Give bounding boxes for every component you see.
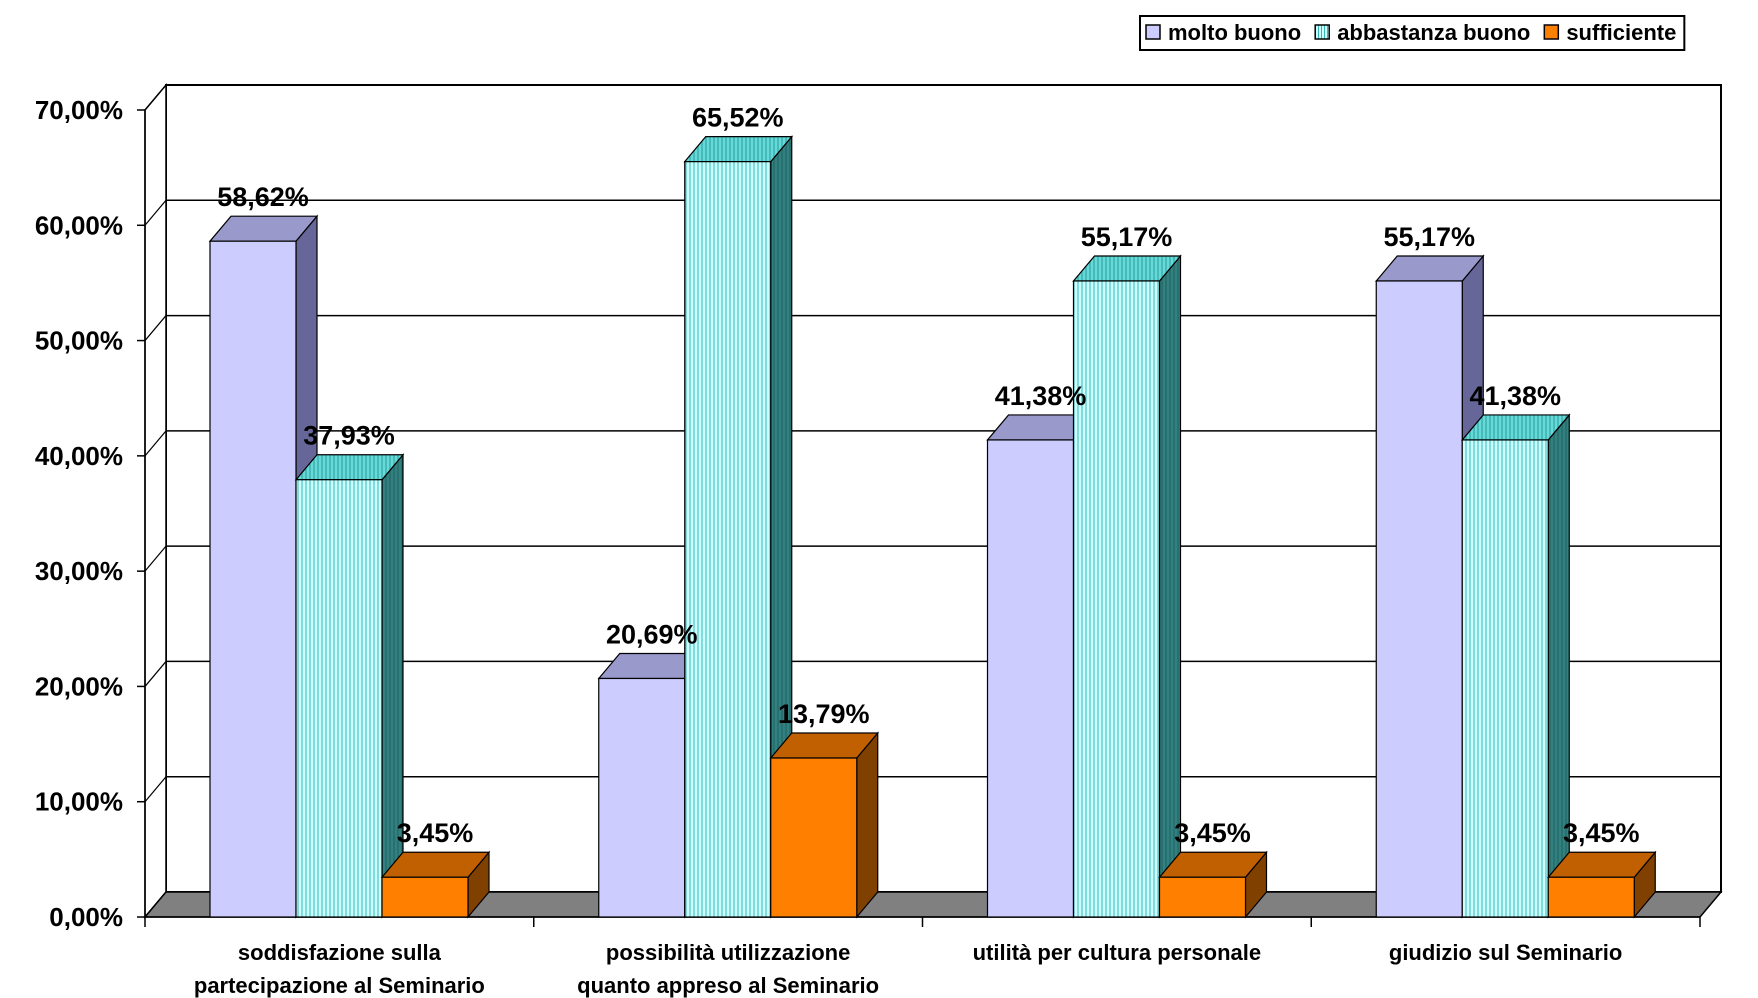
bar <box>380 850 491 919</box>
bar-side <box>856 731 879 919</box>
data-label: 3,45% <box>1563 818 1640 848</box>
gridline-side <box>144 315 167 341</box>
y-tick-label: 70,00% <box>35 95 123 125</box>
labels-layer: 58,62% 37,93% 3,45% 20,69% 65,52% 13,79% 41,38… <box>217 103 1639 849</box>
legend-swatch <box>1314 24 1330 40</box>
legend-box <box>1139 15 1686 51</box>
y-tick-label: 10,00% <box>35 787 123 817</box>
bar <box>1072 254 1182 919</box>
y-tick-label: 50,00% <box>35 326 123 356</box>
data-label: 58,62% <box>217 182 309 212</box>
bar <box>1546 850 1657 919</box>
bar-front <box>986 439 1075 918</box>
bars-layer <box>208 135 1657 919</box>
data-label: 55,17% <box>1383 222 1475 252</box>
bar <box>294 453 405 919</box>
bar <box>769 731 880 919</box>
bar-front <box>1072 280 1161 918</box>
data-label: 3,45% <box>397 818 474 848</box>
gridline-side <box>144 545 167 572</box>
bar <box>1460 413 1571 919</box>
category-label: giudizio sul Seminario <box>1389 940 1622 965</box>
bar-front <box>1461 439 1549 918</box>
bar-front <box>770 757 858 918</box>
side-wall <box>144 82 167 920</box>
legend-entry: sufficiente <box>1566 20 1676 45</box>
bar <box>683 135 794 919</box>
legend-entry: molto buono <box>1168 20 1301 45</box>
bar-front <box>598 677 686 918</box>
legend: molto buono abbastanza buono sufficiente <box>1139 15 1686 51</box>
legend-entry: abbastanza buono <box>1337 20 1530 45</box>
axis-layer: 0,00% 10,00% 20,00% 30,00% 40,00% 50,00% 60,00… <box>35 95 1701 998</box>
category-label: quanto appreso al Seminario <box>577 973 879 998</box>
bar-front <box>1547 876 1635 918</box>
y-tick-label: 40,00% <box>35 441 123 471</box>
bar-front <box>1158 876 1247 918</box>
bar-front <box>381 876 469 918</box>
bar-front <box>684 161 772 918</box>
data-label: 37,93% <box>303 421 395 451</box>
gridline-side <box>144 84 167 111</box>
gridline-side <box>144 776 167 803</box>
data-label: 41,38% <box>1469 381 1561 411</box>
y-tick-label: 60,00% <box>35 210 123 240</box>
bar-front <box>295 479 383 918</box>
data-label: 13,79% <box>778 699 870 729</box>
category-label: soddisfazione sulla <box>238 940 442 965</box>
gridline-side <box>144 661 167 687</box>
bar-front <box>209 240 297 918</box>
y-tick-label: 0,00% <box>49 902 123 932</box>
data-label: 20,69% <box>606 619 698 649</box>
category-label: utilità per cultura personale <box>973 940 1262 965</box>
legend-swatch <box>1145 24 1161 40</box>
y-tick-label: 20,00% <box>35 671 123 701</box>
grid-layer <box>143 82 1723 920</box>
gridline-side <box>144 199 167 226</box>
data-label: 41,38% <box>995 381 1087 411</box>
gridline-side <box>144 430 167 457</box>
data-label: 3,45% <box>1174 818 1251 848</box>
bar-front <box>1375 280 1463 918</box>
legend-swatch <box>1543 24 1560 40</box>
category-label: possibilità utilizzazione <box>606 940 850 965</box>
category-label: partecipazione al Seminario <box>194 973 485 998</box>
data-label: 65,52% <box>692 103 784 133</box>
data-label: 55,17% <box>1081 222 1173 252</box>
bar <box>1158 850 1268 919</box>
y-tick-label: 30,00% <box>35 556 123 586</box>
